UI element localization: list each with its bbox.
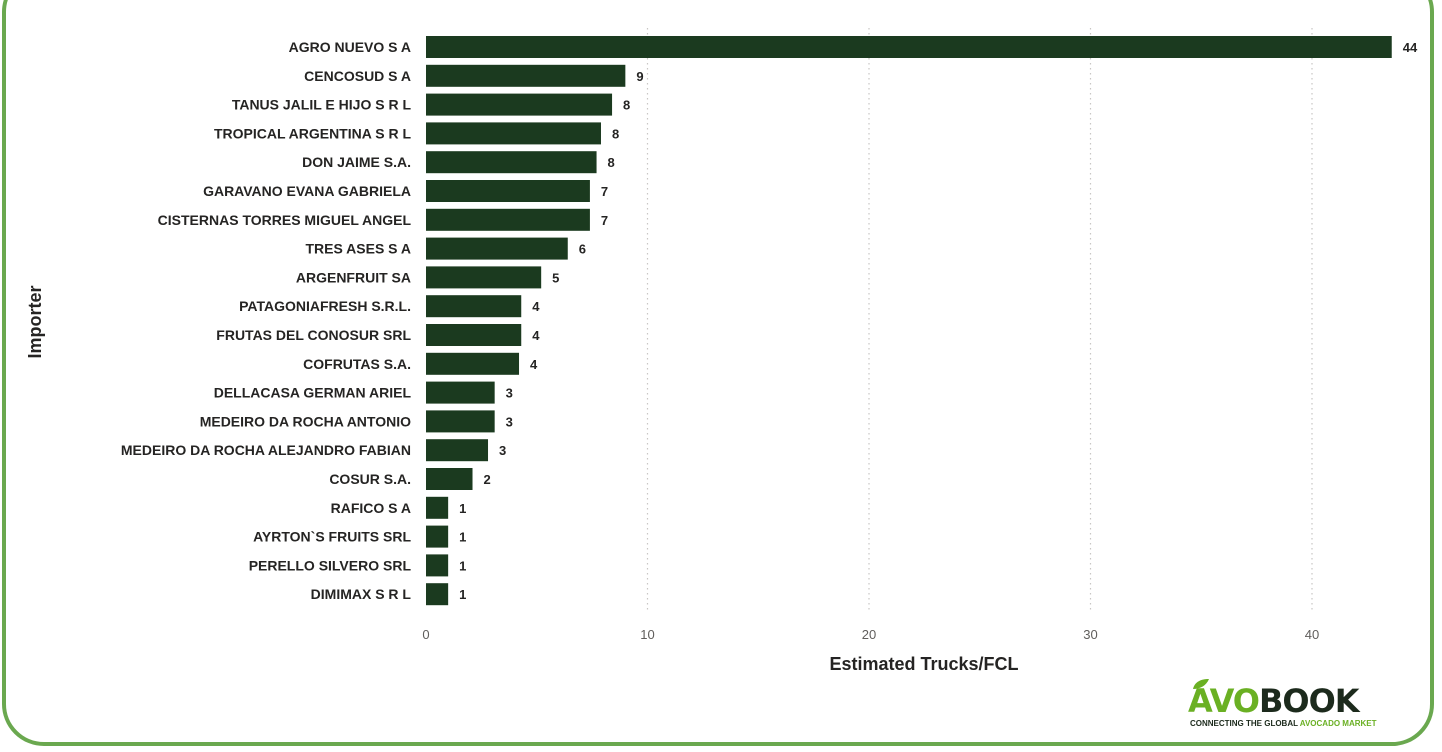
bar [426,324,522,346]
value-label: 1 [459,558,466,573]
category-label: PATAGONIAFRESH S.R.L. [239,298,411,314]
logo-tagline-part1: CONNECTING THE GLOBAL [1190,719,1300,728]
category-label: MEDEIRO DA ROCHA ALEJANDRO FABIAN [121,442,411,458]
bar [426,64,626,87]
value-label: 7 [601,213,608,228]
x-tick-labels: 0 10 20 30 40 [422,627,1319,642]
bar [426,554,449,577]
category-label: AYRTON`S FRUITS SRL [253,529,411,545]
category-label: TROPICAL ARGENTINA S R L [214,125,411,141]
value-label: 5 [552,270,559,285]
category-label: PERELLO SILVERO SRL [249,557,412,573]
bar [426,496,449,519]
value-label: 4 [532,328,540,343]
value-label: 6 [579,242,586,257]
bar [426,122,601,145]
x-tick-label: 10 [640,627,654,642]
value-label: 1 [459,530,466,545]
logo-wordmark-book: BOOK [1259,682,1360,720]
bar [426,151,597,174]
category-label: ARGENFRUIT SA [296,269,411,285]
category-label: TANUS JALIL E HIJO S R L [232,97,412,113]
x-tick-label: 30 [1083,627,1097,642]
bar [426,93,613,116]
bar [426,352,520,375]
value-label: 3 [506,414,513,429]
value-label: 4 [532,299,540,314]
x-tick-label: 40 [1305,627,1319,642]
logo-tagline: CONNECTING THE GLOBAL AVOCADO MARKET [1190,719,1377,728]
y-axis-title: Importer [25,285,45,358]
value-label: 2 [484,472,491,487]
value-label: 8 [623,98,630,113]
value-label: 7 [601,184,608,199]
category-label: DIMIMAX S R L [311,586,412,602]
value-label: 4 [530,357,538,372]
category-label: MEDEIRO DA ROCHA ANTONIO [200,413,411,429]
bar [426,583,449,606]
category-label: COFRUTAS S.A. [303,356,411,372]
leaf-icon [1193,679,1209,689]
value-label: 3 [506,386,513,401]
category-label: TRES ASES S A [305,241,411,257]
logo-wordmark-avo: AVO [1188,682,1260,720]
category-labels: AGRO NUEVO S A CENCOSUD S A TANUS JALIL E … [121,39,412,602]
x-tick-label: 0 [422,627,429,642]
bar [426,208,590,231]
value-label: 1 [459,587,466,602]
logo-wordmark: AVOBOOK [1188,682,1360,720]
category-label: RAFICO S A [331,500,411,516]
value-label: 8 [612,126,619,141]
category-label: AGRO NUEVO S A [289,39,411,55]
value-label: 44 [1403,40,1418,55]
category-label: FRUTAS DEL CONOSUR SRL [216,327,411,343]
category-label: DELLACASA GERMAN ARIEL [214,385,412,401]
gridlines [646,28,1313,612]
value-label: 1 [459,501,466,516]
bar [426,381,495,404]
category-label: GARAVANO EVANA GABRIELA [203,183,411,199]
category-label: DON JAIME S.A. [302,154,411,170]
bar [426,295,522,318]
bar [426,180,590,202]
bar [426,266,542,289]
category-label: COSUR S.A. [329,471,411,487]
bar [426,237,568,260]
value-label: 9 [636,69,643,84]
bar [426,410,495,433]
category-label: CENCOSUD S A [304,68,411,84]
category-label: CISTERNAS TORRES MIGUEL ANGEL [158,212,412,228]
bar [426,36,1392,58]
bar [426,468,473,490]
bar [426,525,449,548]
value-label: 8 [608,155,615,170]
logo-tagline-part2: AVOCADO MARKET [1299,719,1377,728]
value-label: 3 [499,443,506,458]
avobook-logo: AVOBOOK CONNECTING THE GLOBAL AVOCADO MA… [1188,679,1400,734]
x-axis-title: Estimated Trucks/FCL [829,654,1018,674]
x-tick-label: 20 [862,627,876,642]
bar [426,439,489,462]
bars [426,36,1392,606]
